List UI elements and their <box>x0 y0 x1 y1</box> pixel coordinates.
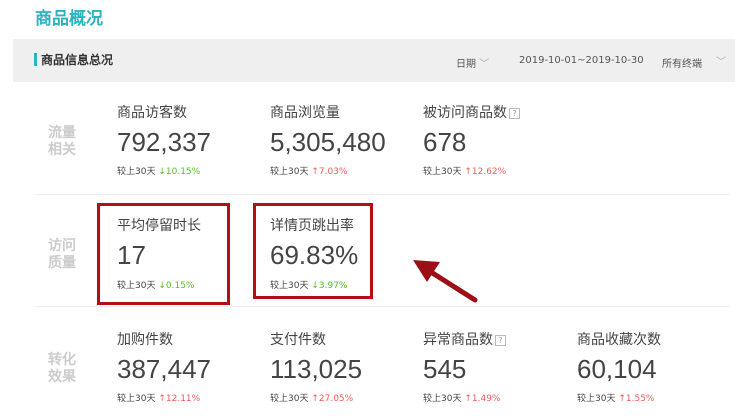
metric-title-text: 商品收藏次数 <box>577 332 661 348</box>
metric-title-text: 加购件数 <box>117 332 173 348</box>
metric-value: 69.83% <box>270 240 359 270</box>
metric-title-text: 详情页跳出率 <box>270 218 354 234</box>
metric-value: 60,104 <box>577 354 657 384</box>
page-title: 商品概况 <box>35 9 103 29</box>
group-label: 转化效果 <box>48 352 76 385</box>
change-percent: 12.62% <box>471 167 507 177</box>
compare-label: 较上30天 <box>577 394 616 404</box>
metric-compare: 较上30天 ↑12.11% <box>117 391 200 404</box>
arrow-up-icon: ↑ <box>158 394 166 404</box>
metric-title: 详情页跳出率 <box>270 215 354 235</box>
change-percent: 1.49% <box>471 394 501 404</box>
metric-title: 被访问商品数? <box>423 102 520 122</box>
compare-label: 较上30天 <box>270 167 309 177</box>
arrow-up-icon: ↑ <box>311 394 319 404</box>
chevron-down-icon: ﹀ <box>476 59 490 70</box>
help-icon[interactable]: ? <box>509 107 520 119</box>
metric-title-text: 平均停留时长 <box>117 218 201 234</box>
metric-compare: 较上30天 ↑1.49% <box>423 391 500 404</box>
divider <box>35 306 730 307</box>
metric-value: 387,447 <box>117 354 211 384</box>
group-label: 访问质量 <box>48 238 76 271</box>
metric-compare: 较上30天 ↓10.15% <box>117 164 200 177</box>
arrow-up-icon: ↑ <box>311 167 319 177</box>
compare-label: 较上30天 <box>270 281 309 291</box>
metric-value: 678 <box>423 127 467 157</box>
compare-label: 较上30天 <box>117 394 156 404</box>
metric-value: 545 <box>423 354 467 384</box>
metric-value: 792,337 <box>117 127 211 157</box>
metric-title-text: 商品访客数 <box>117 105 187 121</box>
change-percent: 12.11% <box>165 394 201 404</box>
metric-compare: 较上30天 ↑27.05% <box>270 391 353 404</box>
compare-label: 较上30天 <box>270 394 309 404</box>
date-label: 日期 <box>456 59 476 70</box>
section-header <box>13 39 735 82</box>
metric-title: 加购件数 <box>117 329 173 349</box>
metric-title-text: 商品浏览量 <box>270 105 340 121</box>
highlight-box <box>253 203 373 299</box>
metric-compare: 较上30天 ↑12.62% <box>423 164 506 177</box>
metric-title: 商品访客数 <box>117 102 187 122</box>
date-dropdown[interactable]: 日期 ﹀ <box>456 55 489 70</box>
change-percent: 3.97% <box>318 281 348 291</box>
arrow-down-icon: ↓ <box>158 281 166 291</box>
highlight-box <box>97 203 230 305</box>
date-range-picker[interactable]: 2019-10-01~2019-10-30 <box>519 55 644 66</box>
metric-compare: 较上30天 ↑1.55% <box>577 391 654 404</box>
compare-label: 较上30天 <box>117 281 156 291</box>
metric-compare: 较上30天 ↓0.15% <box>117 278 194 291</box>
change-percent: 0.15% <box>165 281 195 291</box>
compare-label: 较上30天 <box>117 167 156 177</box>
arrow-up-icon: ↑ <box>618 394 626 404</box>
metric-compare: 较上30天 ↑7.03% <box>270 164 347 177</box>
arrow-up-icon: ↑ <box>464 394 472 404</box>
accent-bar <box>34 53 37 66</box>
metric-title: 支付件数 <box>270 329 326 349</box>
metric-title-text: 支付件数 <box>270 332 326 348</box>
metric-title-text: 异常商品数 <box>423 332 493 348</box>
metric-title-text: 被访问商品数 <box>423 105 507 121</box>
arrow-up-icon: ↑ <box>464 167 472 177</box>
chevron-down-icon[interactable]: ﹀ <box>716 57 726 68</box>
arrow-down-icon: ↓ <box>311 281 319 291</box>
change-percent: 27.05% <box>318 394 354 404</box>
compare-label: 较上30天 <box>423 394 462 404</box>
change-percent: 1.55% <box>625 394 655 404</box>
arrow-down-icon: ↓ <box>158 167 166 177</box>
compare-label: 较上30天 <box>423 167 462 177</box>
change-percent: 10.15% <box>165 167 201 177</box>
metric-value: 17 <box>117 240 146 270</box>
change-percent: 7.03% <box>318 167 348 177</box>
section-title: 商品信息总况 <box>41 53 114 67</box>
help-icon[interactable]: ? <box>495 334 506 346</box>
arrow-annotation <box>413 260 478 303</box>
metric-title: 异常商品数? <box>423 329 506 349</box>
metric-value: 5,305,480 <box>270 127 386 157</box>
metric-value: 113,025 <box>270 354 363 384</box>
divider <box>35 194 730 195</box>
metric-title: 商品浏览量 <box>270 102 340 122</box>
terminal-dropdown[interactable]: 所有终端 <box>662 59 702 70</box>
metric-compare: 较上30天 ↓3.97% <box>270 278 347 291</box>
metric-title: 平均停留时长 <box>117 215 201 235</box>
group-label: 流量相关 <box>48 125 76 158</box>
metric-title: 商品收藏次数 <box>577 329 661 349</box>
